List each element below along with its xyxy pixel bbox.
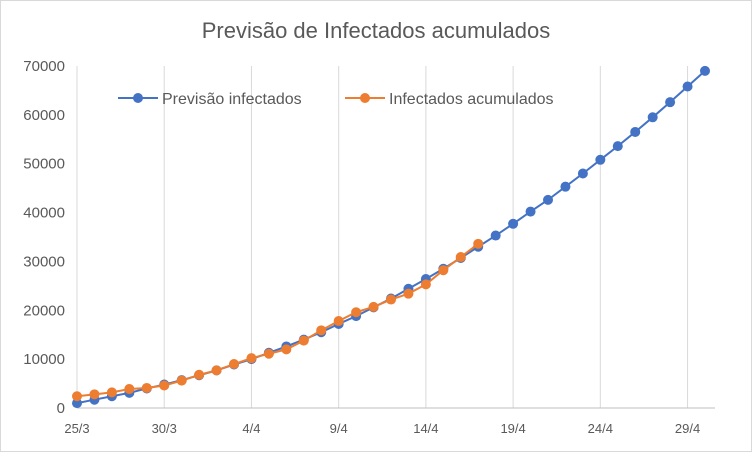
series-1-point-9: [229, 359, 239, 370]
legend: Previsão infectados Infectados acumulados: [118, 91, 554, 108]
series-0-point-24: [490, 230, 501, 241]
series-1-point-8: [211, 365, 222, 376]
series-1-point-21: [438, 265, 449, 276]
legend-label-1: Infectados acumulados: [389, 91, 554, 108]
series-1-point-16: [351, 307, 362, 318]
series-1-point-11: [263, 348, 274, 359]
series-1-point-0: [72, 391, 82, 402]
series-1-point-17: [368, 301, 379, 312]
series-0-point-30: [595, 154, 606, 165]
series-0-point-29: [577, 168, 588, 179]
series-0-point-36: [700, 65, 710, 76]
series-1-point-3: [124, 383, 135, 394]
y-tick-label-2: 20000: [23, 302, 65, 319]
y-tick-label-4: 40000: [23, 205, 65, 222]
series-line-1: [76, 243, 479, 398]
series-line-0: [76, 70, 706, 405]
series-1-point-13: [298, 335, 309, 346]
series-1-point-1: [89, 389, 100, 400]
series-0-point-32: [630, 126, 641, 137]
legend-label-0: Previsão infectados: [162, 91, 302, 108]
y-tick-label-5: 50000: [23, 156, 65, 173]
series-1-point-7: [194, 369, 205, 380]
series-1-point-15: [333, 316, 344, 327]
series-0-point-35: [682, 81, 693, 92]
x-tick-label-4: 14/4: [413, 421, 438, 436]
y-tick-label-1: 10000: [23, 351, 65, 368]
series-1-point-6: [176, 375, 187, 386]
series-0-point-28: [560, 181, 571, 192]
y-tick-label-7: 70000: [23, 58, 65, 75]
series-1-point-19: [403, 288, 414, 299]
series-0-point-31: [612, 141, 623, 152]
series-1-point-20: [420, 279, 431, 290]
x-tick-label-6: 24/4: [588, 421, 613, 436]
series-1-point-22: [455, 252, 466, 263]
x-tick-label-1: 30/3: [152, 421, 177, 436]
x-tick-label-5: 19/4: [500, 421, 525, 436]
x-tick-label-0: 25/3: [64, 421, 89, 436]
series-1-point-14: [316, 325, 327, 336]
y-tick-labels: 0 10000 20000 30000 40000 50000 60000 70000: [23, 58, 65, 417]
series-1-point-12: [281, 344, 292, 355]
legend-marker-1: [360, 93, 370, 103]
series-0-point-34: [665, 97, 676, 108]
series-1-point-5: [159, 380, 170, 391]
chart-title: Previsão de Infectados acumulados: [201, 18, 551, 43]
plot-area: [72, 65, 710, 409]
series-1-point-18: [386, 294, 396, 305]
series-0-point-0: [72, 398, 82, 409]
legend-marker-0: [133, 93, 143, 103]
axes: [76, 66, 715, 409]
x-tick-label-7: 29/4: [675, 421, 700, 436]
series-0-point-26: [525, 206, 536, 217]
y-tick-label-6: 60000: [23, 107, 65, 124]
series-1-point-23: [473, 238, 484, 249]
x-tick-label-3: 9/4: [330, 421, 348, 436]
series-0-point-27: [543, 194, 553, 205]
series-1-point-10: [246, 353, 257, 364]
series-0-point-25: [508, 218, 519, 229]
x-tick-label-2: 4/4: [242, 421, 260, 436]
series-0-point-33: [647, 112, 658, 123]
series-1-point-2: [106, 387, 117, 398]
y-tick-label-0: 0: [57, 400, 65, 417]
series-1-point-4: [141, 382, 152, 393]
x-tick-labels: 25/3 30/3 4/4 9/4 14/4 19/4 24/4 29/4: [64, 421, 700, 436]
grid-lines: [163, 66, 689, 408]
y-tick-label-3: 30000: [23, 253, 65, 270]
